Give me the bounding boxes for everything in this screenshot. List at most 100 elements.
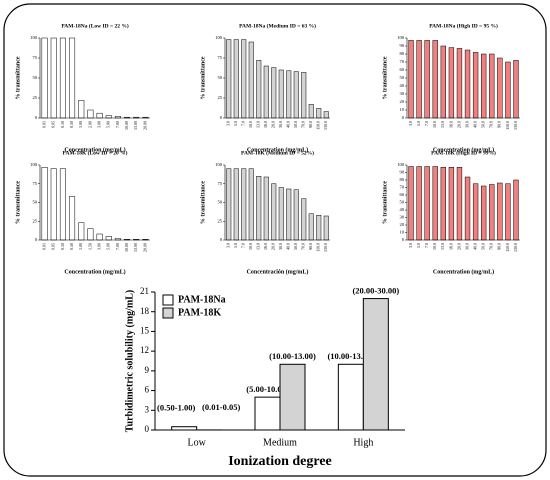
bar <box>105 236 112 241</box>
x-tick-label: 5.00 <box>106 121 111 128</box>
value-label: (20.00-30.00) <box>352 286 399 296</box>
x-tick-label: 10.0 <box>432 121 437 128</box>
x-tick-label: 13.0 <box>256 121 261 128</box>
x-tick-label: 10.0 <box>248 121 253 128</box>
legend-swatch <box>162 294 174 306</box>
y-axis-label: Turbidimetric solubility (mg/mL) <box>124 290 135 432</box>
x-tick-label: 10.0 <box>432 243 437 250</box>
bar <box>440 167 446 241</box>
x-tick-label: 13.0 <box>440 121 445 128</box>
y-tick-label: 50 <box>33 200 38 205</box>
bar <box>456 48 463 119</box>
y-tick-label: 0 <box>220 237 223 242</box>
bar <box>59 168 66 241</box>
bar <box>316 108 322 119</box>
y-tick-label: 30 <box>400 91 405 96</box>
bar <box>241 168 247 241</box>
bar <box>105 115 112 119</box>
x-tick-label: 16.0 <box>448 243 453 250</box>
y-tick-label: 0 <box>220 115 223 120</box>
bar <box>481 185 487 241</box>
y-tick-label: 0 <box>402 237 405 242</box>
y-tick-label: 75 <box>33 55 38 60</box>
bar <box>416 166 422 241</box>
bar <box>408 166 414 241</box>
chart-title: PAM-18K (High ID = 99%) <box>431 149 496 156</box>
bar <box>256 60 262 119</box>
x-tick-label: 3.0 <box>226 121 231 126</box>
y-tick-label: 40 <box>400 207 405 212</box>
x-tick-label: 5.0 <box>233 243 238 248</box>
y-tick-label: 0 <box>35 237 38 242</box>
x-tick-label: 0.50 <box>69 121 74 128</box>
x-tick-label: 40.0 <box>286 243 291 250</box>
x-tick-label: 5.00 <box>106 243 111 250</box>
x-tick-label: 0.05 <box>51 243 56 250</box>
y-tick-label: 9 <box>145 365 150 375</box>
y-tick-label: 15 <box>140 325 150 335</box>
bar <box>464 49 471 119</box>
x-tick-label: 20.0 <box>271 243 276 250</box>
x-tick-label: 130.0 <box>323 121 328 130</box>
y-tick-label: 100 <box>397 162 405 167</box>
y-tick-label: 100 <box>215 35 223 40</box>
x-tick-label: 16.0 <box>448 121 453 128</box>
bar <box>489 184 495 241</box>
x-tick-label: 70.0 <box>489 121 494 128</box>
y-tick-label: 40 <box>400 83 405 88</box>
bar <box>448 167 455 241</box>
value-label: (5.00-10.00) <box>246 384 289 394</box>
y-tick-label: 0 <box>35 115 38 120</box>
x-tick-label: 40.0 <box>473 121 478 128</box>
x-tick-label: 30.0 <box>278 121 283 128</box>
y-tick-label: 50 <box>218 75 223 80</box>
y-tick-label: 75 <box>33 181 38 186</box>
x-tick-label: 50.0 <box>293 243 298 250</box>
x-tick-label: 13.0 <box>256 243 261 250</box>
bar <box>241 39 247 119</box>
bar <box>96 233 103 241</box>
legend-label: PAM-18Na <box>178 294 226 305</box>
x-tick-label: 3.00 <box>97 121 102 128</box>
x-tick-label: 7.0 <box>241 121 246 126</box>
x-tick-label: 50.0 <box>481 243 486 250</box>
bar <box>456 167 463 241</box>
bar <box>497 182 503 241</box>
bar <box>69 196 76 241</box>
value-label: (10.00-13.00) <box>269 351 316 361</box>
bar <box>256 176 262 241</box>
y-tick-label: 25 <box>33 95 38 100</box>
bar <box>362 298 389 431</box>
bar <box>408 40 414 119</box>
bar <box>254 396 281 431</box>
bar <box>226 39 232 119</box>
x-axis-label: Concentration (mg/mL) <box>433 146 494 153</box>
bar <box>513 60 519 119</box>
x-tick-label: 1.50 <box>87 243 92 250</box>
x-tick-label: 3.0 <box>226 243 231 248</box>
bar <box>301 198 307 241</box>
bar <box>505 183 511 241</box>
y-tick-label: 3 <box>145 404 150 414</box>
x-tick-label: 90.0 <box>497 121 502 128</box>
x-tick-label: 3.0 <box>408 121 413 126</box>
bar <box>301 72 307 119</box>
x-axis-label: Concentration (mg/mL) <box>247 146 308 153</box>
y-tick-label: 25 <box>33 218 38 223</box>
x-tick-label: 30.0 <box>464 121 469 128</box>
value-label: (10.00-13.00) <box>327 351 374 361</box>
bar <box>337 363 364 431</box>
x-tick-label: 7.0 <box>241 243 246 248</box>
x-tick-label: 30.0 <box>278 243 283 250</box>
bar <box>308 104 314 119</box>
x-tick-label: 70.0 <box>301 243 306 250</box>
bar <box>472 183 479 241</box>
x-tick-label: 130.0 <box>513 121 518 130</box>
x-axis-label: Concentration (mg/mL) <box>64 146 125 153</box>
x-tick-label: 0.05 <box>51 121 56 128</box>
y-axis-label: % transmittance <box>15 56 21 99</box>
bar <box>316 215 322 241</box>
chart-title: PAM-18Na (High ID = 95 %) <box>429 22 498 29</box>
legend-swatch <box>162 307 174 319</box>
x-tick-label: 110.0 <box>505 243 510 252</box>
